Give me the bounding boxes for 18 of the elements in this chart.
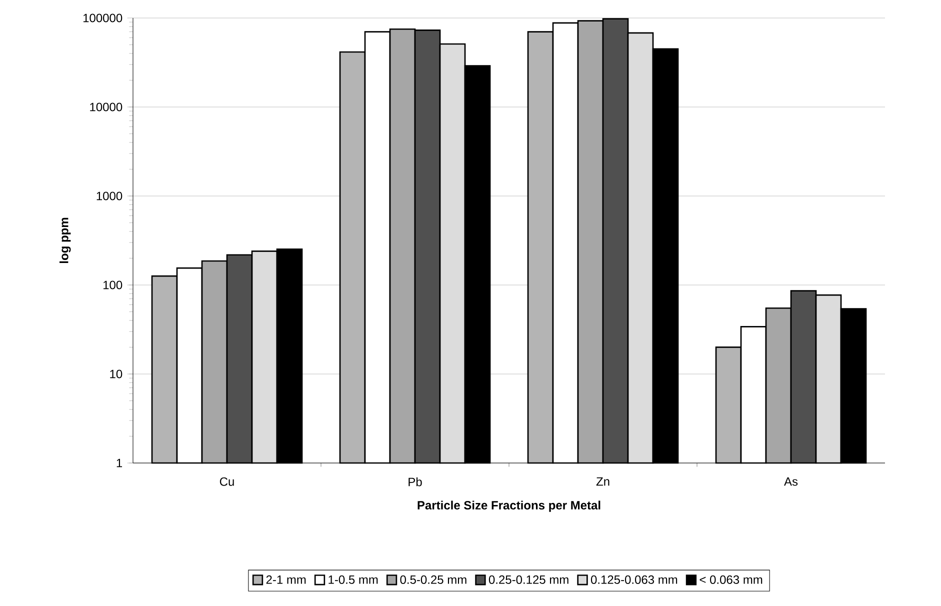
x-tick-label: Zn	[596, 477, 610, 486]
x-axis-title: Particle Size Fractions per Metal	[418, 500, 600, 512]
legend-label: 2-1 mm	[266, 575, 306, 584]
y-axis-title: log ppm	[59, 218, 71, 263]
legend-label: 0.125-0.063 mm	[590, 575, 678, 584]
legend-label: 1-0.5 mm	[328, 575, 378, 584]
y-tick-label: 100	[103, 280, 122, 290]
legend-label: 0.25-0.125 mm	[488, 575, 568, 584]
x-tick-label: Cu	[220, 477, 234, 486]
y-tick-label: 100000	[83, 14, 122, 22]
y-tick-label: 1	[116, 458, 122, 468]
legend-label: 0.5-0.25 mm	[400, 575, 466, 584]
legend-label: < 0.063 mm	[700, 575, 762, 584]
x-tick-label: As	[784, 477, 798, 486]
x-tick-label: Pb	[408, 477, 422, 486]
y-tick-label: 1000	[96, 192, 122, 200]
y-tick-label: 10	[110, 370, 122, 378]
y-tick-label: 10000	[90, 102, 122, 112]
